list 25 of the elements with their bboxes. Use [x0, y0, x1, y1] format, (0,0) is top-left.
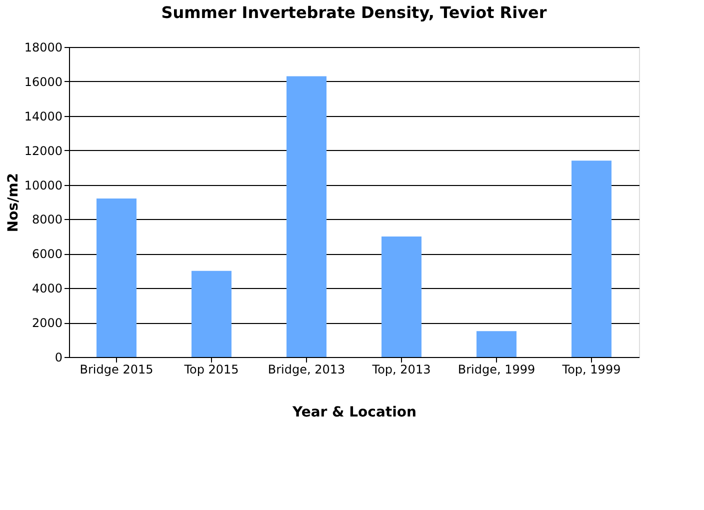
y-tick-label: 2000 — [32, 316, 62, 330]
x-tick-label: Top 2015 — [183, 362, 239, 376]
y-tick-label: 0 — [54, 350, 62, 364]
bar — [192, 270, 232, 357]
x-tick-label: Bridge 2015 — [80, 362, 154, 376]
x-tick-label: Top, 2013 — [371, 362, 431, 376]
bar — [572, 160, 612, 357]
x-tick-label: Bridge, 2013 — [268, 362, 346, 376]
x-tick-label: Bridge, 1999 — [458, 362, 536, 376]
y-tick-label: 8000 — [32, 212, 62, 227]
bar — [96, 198, 136, 357]
x-axis-title: Year & Location — [291, 404, 417, 420]
y-tick-label: 6000 — [32, 247, 62, 262]
bar — [382, 236, 422, 357]
y-tick-label: 10000 — [24, 178, 62, 192]
bar — [286, 76, 326, 357]
y-tick-label: 16000 — [24, 74, 62, 89]
chart-title: Summer Invertebrate Density, Teviot River — [161, 3, 547, 22]
y-axis-title: Nos/m2 — [5, 172, 22, 232]
y-tick-label: 12000 — [24, 144, 62, 158]
y-tick-label: 14000 — [24, 109, 62, 124]
bar — [476, 331, 516, 357]
x-tick-label: Top, 1999 — [561, 362, 621, 376]
y-tick-label: 4000 — [32, 282, 62, 296]
y-tick-label: 18000 — [24, 40, 62, 54]
